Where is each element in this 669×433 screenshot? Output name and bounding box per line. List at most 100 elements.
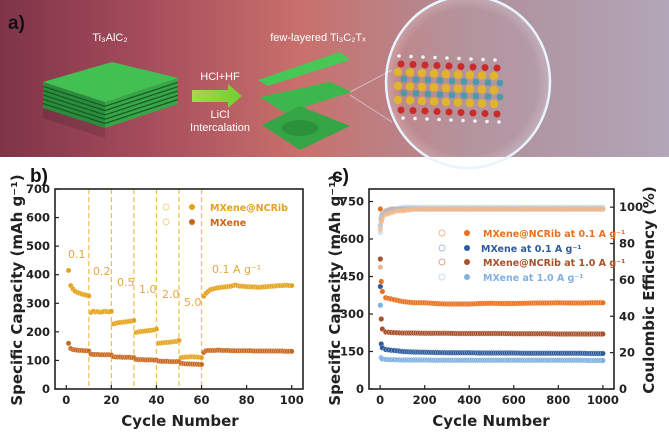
chart-b-label: b) [30,166,48,187]
intercalation-label: Intercalation [190,122,250,134]
h-atom [497,120,501,124]
h-atom [433,55,437,60]
h-atom [421,55,425,59]
chart-c-y-axis-title: Specific Capacity (mAh g⁻¹) [326,174,344,405]
panel-a-schematic: a) Ti₃AlC₂ HCl+HF LiCl Intercalation few… [0,0,669,170]
exfoliated-sheets [258,52,352,150]
right-y-tick-label: 60 [619,273,635,287]
ti-atom [441,69,451,79]
legend-marker [464,274,470,280]
legend-marker [464,230,470,236]
x-tick-label: 600 [502,393,526,407]
c-atom [496,79,504,87]
chart-b-y-axis-title: Specific Capacity (mAh g⁻¹) [8,174,26,405]
licl-label: LiCl [211,109,230,121]
x-tick-label: 0 [376,393,384,407]
x-tick-label: 0 [62,393,70,407]
rate-label: 0.1 [68,248,86,261]
rate-label: 5.0 [184,296,202,309]
legend-label: MXene at 1.0 A g⁻¹ [483,273,584,284]
o-atom [421,107,429,115]
ce-point [377,230,383,236]
ti-atom [393,81,403,91]
legend-hollow-marker [438,244,446,252]
legend-hollow-marker [162,203,170,211]
ti-atom [405,96,415,105]
x-tick-label: 60 [194,393,210,407]
x-tick-label: 1000 [587,393,619,407]
c-atom [484,93,492,100]
y-tick-label: 0 [356,382,364,396]
x-tick-label: 800 [546,393,570,407]
c-atom [424,76,432,84]
ti-atom [489,85,499,95]
c-atom [448,91,456,99]
o-atom [397,106,405,114]
chart-c-frame [368,188,615,390]
x-tick-label: 200 [413,393,437,407]
reagents-label: HCl+HF [200,71,240,83]
capacity-point [378,316,385,322]
o-atom [493,110,501,118]
ti-atom [441,83,451,93]
data-point-mxene-ncrib [86,293,92,299]
ce-point [379,215,385,221]
zoom-circle [384,0,552,170]
capacity-point [377,206,384,212]
legend-label-mxene-ncrib: MXene@NCRib [210,203,288,214]
h-atom [457,56,461,61]
ti-atom [453,98,463,107]
ti-atom [477,71,487,80]
chart-c-x-axis-title: Cycle Number [432,412,550,430]
o-atom [445,108,453,116]
c-atom [448,77,456,85]
o-atom [433,62,441,69]
h-atom [469,57,473,61]
o-atom [493,64,501,72]
right-y-tick-label: 0 [619,382,627,396]
o-atom [433,108,441,115]
ti-atom [465,70,475,80]
c-atom [436,91,444,98]
rate-labels: 0.1 0.2 0.5 1.0 2.0 5.0 0.1 A g⁻¹ [68,248,261,309]
h-atom [461,118,465,123]
h-atom [397,54,401,58]
y-tick-label: 600 [26,211,50,225]
o-atom [481,110,489,117]
chart-b-legend: MXene@NCRib MXene [162,203,288,229]
h-atom [401,116,405,120]
x-tick-label: 40 [148,393,164,407]
h-atom [485,119,489,124]
panel-a-label: a) [8,13,25,34]
legend-label: MXene at 0.1 A g⁻¹ [481,244,582,255]
legend-marker [464,245,470,251]
slab-layer-line [42,94,179,120]
ti-atom [465,98,475,108]
c-atom [472,92,480,100]
data-point-mxene-ncrib [198,354,205,361]
y-tick-label: 300 [340,307,364,321]
reaction-arrow [192,84,242,108]
ti-atom [429,69,439,78]
legend-label: MXene@NCRib at 1.0 A g⁻¹ [483,258,625,269]
rate-label: 0.5 [117,276,135,289]
capacity-point [600,357,606,364]
y-tick-label: 200 [26,325,50,339]
data-point-mxene-ncrib [288,282,295,289]
legend-hollow-marker [438,273,446,281]
product-label: few-layered Ti₃C₂Tₓ [270,32,366,44]
rate-label: 2.0 [162,288,180,301]
chart-c-right-axis-title: Coulombic Efficiency (%) [640,186,658,394]
c-atom [460,78,468,85]
y-tick-label: 600 [340,232,364,246]
capacity-point [600,350,606,357]
capacity-point [378,278,385,285]
o-atom [457,63,465,70]
o-atom [409,61,417,68]
ti-atom [477,99,487,108]
c-atom [400,75,408,83]
data-point-mxene [65,340,72,347]
legend-hollow-marker [438,258,446,266]
